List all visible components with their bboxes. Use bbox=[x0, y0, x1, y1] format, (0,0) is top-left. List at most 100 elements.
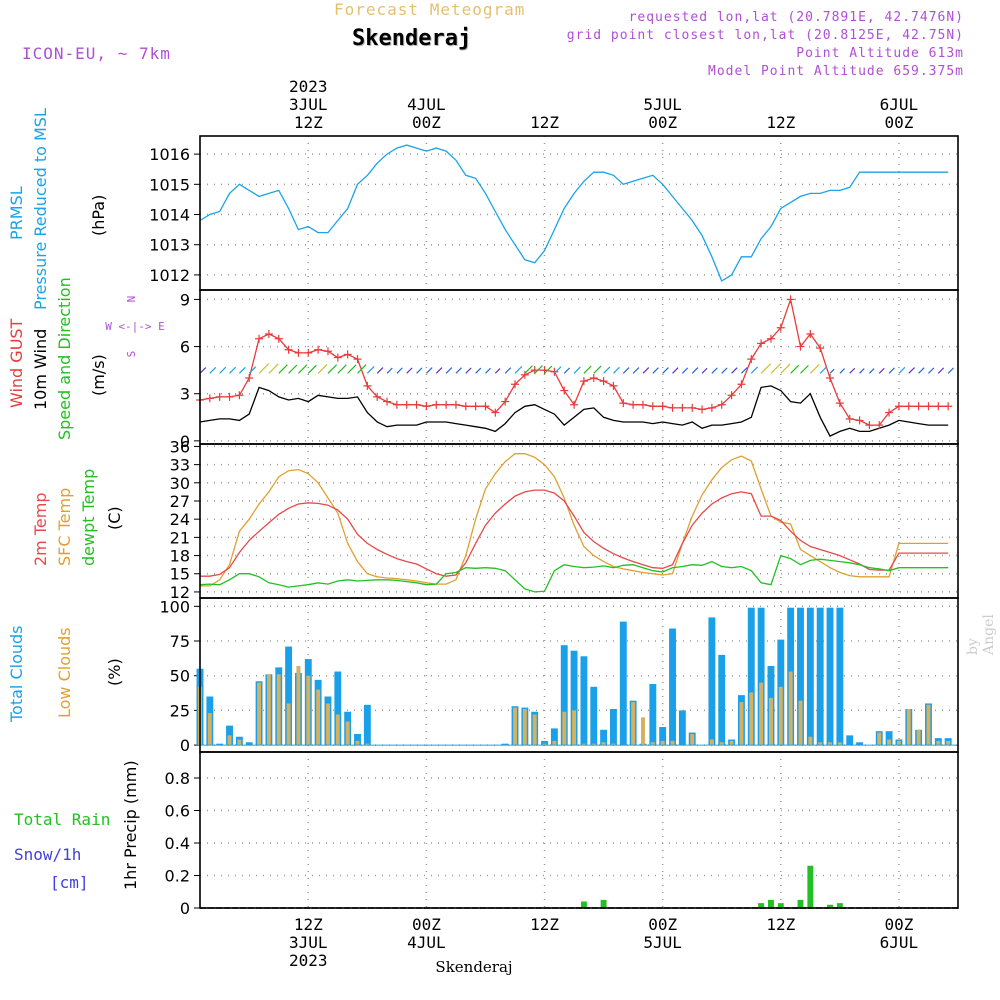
wind-arrow bbox=[829, 368, 835, 374]
bar-low-cloud bbox=[345, 721, 350, 746]
bar-low-cloud bbox=[670, 740, 675, 746]
label-prmsl: PRMSL bbox=[7, 186, 26, 240]
gust-marker bbox=[688, 403, 697, 412]
gust-marker bbox=[451, 400, 460, 409]
gust-marker bbox=[363, 381, 372, 390]
time-label-top: 12Z bbox=[294, 113, 323, 132]
wind-arrow bbox=[642, 367, 650, 374]
y-tick-label: 36 bbox=[170, 437, 190, 456]
bar-total-cloud bbox=[610, 708, 617, 746]
gust-marker bbox=[786, 295, 795, 304]
y-tick-label: 30 bbox=[170, 474, 190, 493]
bar-total-cloud bbox=[550, 728, 558, 746]
gust-marker bbox=[875, 421, 884, 430]
wind-arrow bbox=[878, 367, 885, 374]
panel-frame-precip bbox=[199, 751, 959, 909]
wind-arrow bbox=[918, 367, 925, 374]
gust-marker bbox=[845, 414, 854, 423]
bar-low-cloud bbox=[355, 740, 360, 746]
compass-north: N bbox=[125, 296, 138, 303]
y-tick-label: 21 bbox=[170, 528, 190, 547]
time-label-top: 4JUL bbox=[407, 95, 446, 114]
bar-low-cloud bbox=[562, 711, 567, 746]
y-tick-label: 1016 bbox=[149, 145, 190, 164]
bar-low-cloud bbox=[581, 743, 586, 746]
time-label-bottom: 12Z bbox=[530, 915, 559, 934]
gust-marker bbox=[432, 400, 441, 409]
gust-marker bbox=[589, 374, 598, 382]
station-title: Skenderaj bbox=[352, 26, 472, 51]
series-prmsl bbox=[199, 144, 949, 282]
wind-arrow bbox=[731, 367, 738, 374]
panel-frame-pressure bbox=[199, 135, 959, 291]
bar-total-cloud bbox=[669, 628, 676, 746]
bar-low-cloud bbox=[759, 682, 764, 746]
wind-arrow bbox=[583, 365, 592, 374]
bar-low-cloud bbox=[601, 742, 606, 746]
y-tick-label: 1014 bbox=[149, 206, 190, 225]
wind-arrow bbox=[229, 366, 237, 374]
label-ms: (m/s) bbox=[89, 354, 108, 396]
wind-arrow bbox=[376, 367, 384, 374]
y-tick-label: 25 bbox=[170, 701, 190, 720]
bar-low-cloud bbox=[276, 674, 281, 746]
gust-marker bbox=[442, 400, 451, 409]
label-celsius: (C) bbox=[105, 506, 124, 530]
bar-total-cloud bbox=[718, 654, 726, 746]
label-total-rain: Total Rain bbox=[14, 810, 110, 829]
y-tick-label: 1012 bbox=[149, 266, 190, 285]
bar-total-cloud bbox=[826, 607, 834, 746]
wind-arrow bbox=[809, 363, 820, 374]
bar-low-cloud bbox=[542, 743, 547, 746]
label-sfc-temp: SFC Temp bbox=[55, 488, 74, 566]
bar-total-cloud bbox=[619, 621, 627, 746]
bar-low-cloud bbox=[828, 742, 832, 746]
bar-low-cloud bbox=[887, 739, 892, 746]
wind-arrow bbox=[258, 363, 270, 374]
bar-low-cloud bbox=[296, 665, 301, 746]
gust-marker bbox=[579, 377, 588, 386]
gust-marker bbox=[304, 348, 313, 357]
gust-marker bbox=[520, 370, 529, 379]
gust-marker bbox=[461, 402, 470, 411]
gust-marker bbox=[776, 323, 785, 332]
model-label: ICON-EU, ~ 7km bbox=[22, 44, 171, 63]
wind-arrow bbox=[632, 367, 640, 374]
gust-marker bbox=[264, 330, 273, 338]
wind-arrow bbox=[711, 367, 718, 374]
gust-marker bbox=[402, 400, 411, 409]
bar-rain bbox=[807, 865, 814, 908]
wind-arrow bbox=[298, 364, 308, 374]
gust-marker bbox=[678, 403, 687, 412]
gust-marker bbox=[796, 342, 805, 351]
bar-rain bbox=[580, 901, 587, 908]
label-cm: [cm] bbox=[50, 873, 89, 892]
y-tick-label: 24 bbox=[170, 510, 190, 529]
bar-low-cloud bbox=[837, 742, 842, 746]
wind-arrow bbox=[908, 367, 915, 374]
bar-low-cloud bbox=[591, 743, 596, 746]
time-label-bottom: 3JUL bbox=[289, 933, 328, 952]
bar-low-cloud bbox=[660, 740, 665, 746]
time-label-bottom: 00Z bbox=[648, 915, 677, 934]
bar-low-cloud bbox=[326, 703, 330, 746]
series-2m-temp bbox=[200, 489, 949, 577]
y-tick-label: 1015 bbox=[149, 175, 190, 194]
time-label-bottom: 00Z bbox=[884, 915, 913, 934]
bar-low-cloud bbox=[729, 740, 734, 746]
time-label-bottom: 12Z bbox=[766, 915, 795, 934]
gust-marker bbox=[294, 348, 303, 357]
gust-marker bbox=[619, 399, 628, 408]
bar-low-cloud bbox=[768, 697, 773, 746]
bar-low-cloud bbox=[749, 692, 754, 746]
time-label-top: 12Z bbox=[530, 113, 559, 132]
requested-coords: requested lon,lat (20.7891E, 42.7476N) bbox=[628, 10, 964, 25]
gust-marker bbox=[648, 402, 657, 411]
gust-marker bbox=[343, 350, 352, 359]
time-label-bottom: 00Z bbox=[412, 915, 441, 934]
label-speed-direction: Speed and Direction bbox=[55, 277, 74, 440]
bar-low-cloud bbox=[257, 682, 262, 746]
gust-marker bbox=[806, 330, 815, 338]
gust-marker bbox=[333, 353, 342, 362]
wind-arrow bbox=[347, 364, 357, 374]
